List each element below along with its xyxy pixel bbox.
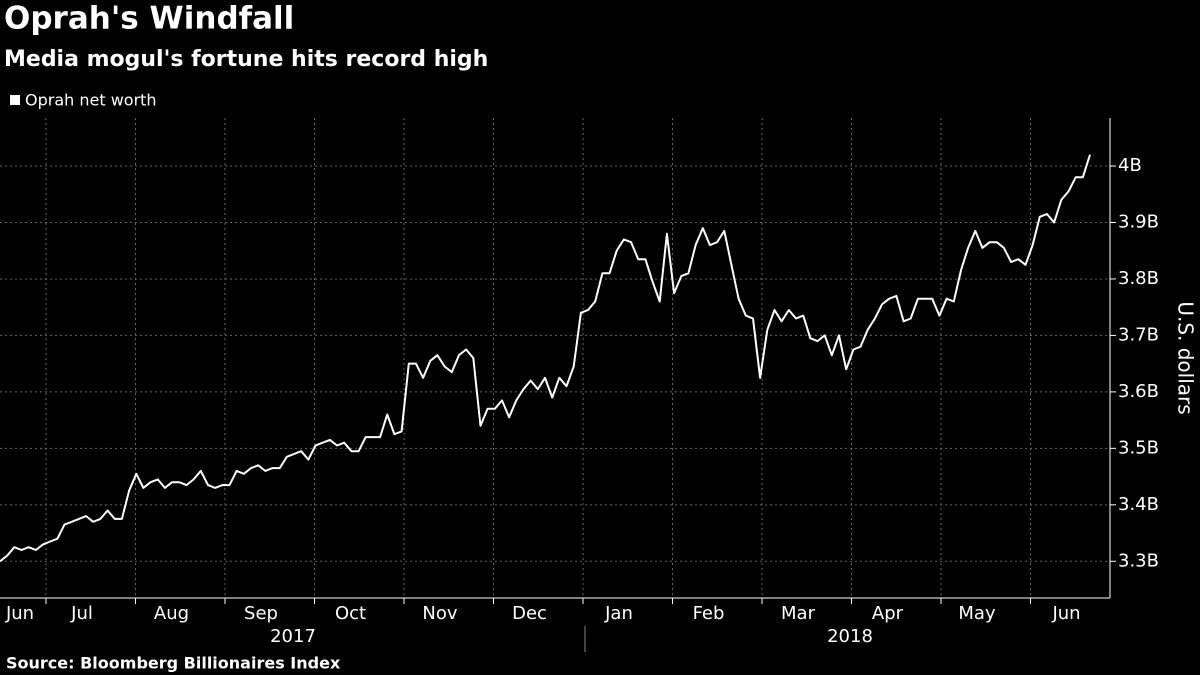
- y-tick-label: 3.8B: [1118, 268, 1159, 289]
- x-tick-label: Apr: [872, 603, 904, 624]
- y-tick-label: 3.5B: [1118, 437, 1159, 458]
- x-tick-label: Dec: [512, 603, 547, 624]
- source: Source: Bloomberg Billionaires Index: [6, 654, 341, 673]
- x-tick-label: Nov: [422, 603, 457, 624]
- y-axis-label: U.S. dollars: [1174, 301, 1198, 414]
- year-label: 2017: [270, 626, 316, 647]
- y-tick-label: 3.6B: [1118, 381, 1159, 402]
- x-tick-label: Jun: [5, 603, 34, 624]
- x-tick-label: Mar: [781, 603, 816, 624]
- legend-label: Oprah net worth: [25, 91, 157, 110]
- y-tick-label: 3.3B: [1118, 550, 1159, 571]
- x-tick-label: Feb: [693, 603, 725, 624]
- y-tick-label: 3.9B: [1118, 211, 1159, 232]
- x-tick-label: Aug: [154, 603, 189, 624]
- year-label: 2018: [827, 626, 873, 647]
- x-tick-label: Sep: [244, 603, 278, 624]
- y-tick-label: 3.4B: [1118, 494, 1159, 515]
- x-tick-label: Jan: [604, 603, 633, 624]
- y-tick-label: 4B: [1118, 155, 1142, 176]
- chart-subtitle: Media mogul's fortune hits record high: [4, 47, 488, 72]
- legend-swatch: [10, 95, 20, 105]
- x-tick-label: May: [958, 603, 996, 624]
- x-tick-label: Oct: [335, 603, 366, 624]
- line: [0, 154, 1091, 563]
- y-tick-label: 3.7B: [1118, 324, 1159, 345]
- x-tick-label: Jul: [70, 603, 93, 624]
- chart-title: Oprah's Windfall: [4, 1, 294, 37]
- x-tick-label: Jun: [1051, 603, 1080, 624]
